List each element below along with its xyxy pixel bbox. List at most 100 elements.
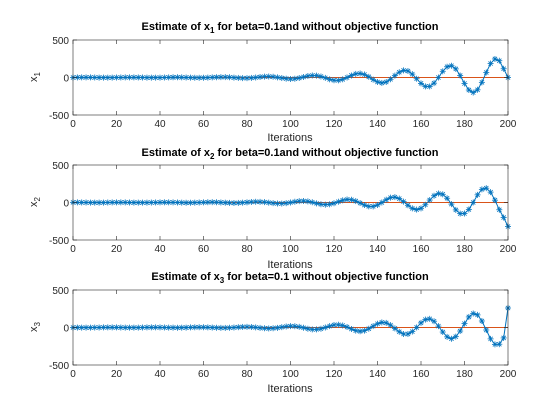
data-point <box>431 80 438 87</box>
data-point <box>287 199 294 206</box>
data-point <box>304 72 311 79</box>
y-tick-label: 0 <box>63 199 69 210</box>
data-point <box>500 65 507 72</box>
data-point <box>309 326 316 333</box>
data-point <box>135 324 142 331</box>
data-point <box>270 325 277 332</box>
ylabel-1-main: x <box>28 76 40 82</box>
data-point <box>478 186 485 193</box>
data-point <box>261 73 268 80</box>
data-point <box>278 324 285 331</box>
data-point <box>265 199 272 206</box>
data-point <box>409 328 416 335</box>
x-tick-label: 0 <box>70 119 76 130</box>
data-point <box>448 201 455 208</box>
x-tick-label: 20 <box>111 244 123 255</box>
data-point <box>452 65 459 72</box>
data-point <box>239 75 246 82</box>
data-point <box>422 201 429 208</box>
subplot-1: Estimate of x1 for beta=0.1and without o… <box>28 21 517 144</box>
data-point <box>274 324 281 331</box>
data-point <box>400 67 407 74</box>
data-point <box>496 57 503 64</box>
data-point <box>470 310 477 317</box>
ylabel-2-main: x <box>28 201 40 207</box>
data-point <box>161 324 168 331</box>
title-1-main: Estimate of x <box>142 21 211 33</box>
x-tick-label: 160 <box>413 244 430 255</box>
data-point <box>126 74 133 81</box>
data-point <box>348 72 355 79</box>
data-point <box>130 324 137 331</box>
data-point <box>461 320 468 327</box>
data-point <box>100 324 107 331</box>
y-tick-label: -500 <box>49 361 69 372</box>
data-point <box>96 324 103 331</box>
data-point <box>422 316 429 323</box>
x-tick-label: 80 <box>241 369 253 380</box>
data-point <box>465 206 472 213</box>
data-point <box>126 199 133 206</box>
data-point <box>491 197 498 204</box>
data-point <box>370 203 377 210</box>
data-point <box>483 326 490 333</box>
data-point <box>291 198 298 205</box>
data-point <box>348 196 355 203</box>
x-tick-label: 40 <box>154 119 166 130</box>
data-point <box>496 206 503 213</box>
y-tick-label: 0 <box>63 324 69 335</box>
x-tick-label: 200 <box>500 119 517 130</box>
data-point <box>296 323 303 330</box>
data-point <box>457 328 464 335</box>
data-point <box>352 198 359 205</box>
title-3-rest: for beta=0.1 without objective function <box>224 271 429 283</box>
data-point <box>487 189 494 196</box>
data-point <box>474 86 481 93</box>
data-point <box>426 315 433 322</box>
ylabel-1-sub: 1 <box>33 71 42 76</box>
data-point <box>418 205 424 212</box>
data-point <box>461 210 468 217</box>
plot-area-2 <box>70 185 511 230</box>
data-point <box>178 324 185 331</box>
data-point <box>283 200 290 207</box>
data-point <box>326 76 333 83</box>
data-point <box>470 199 477 206</box>
data-point <box>400 198 407 205</box>
data-point <box>418 80 424 87</box>
data-point <box>139 74 146 81</box>
data-point <box>300 324 307 331</box>
data-point <box>117 324 124 331</box>
x-tick-label: 80 <box>241 244 253 255</box>
x-tick-label: 180 <box>456 369 473 380</box>
data-point <box>252 324 259 331</box>
data-point <box>444 333 451 340</box>
data-point <box>309 199 316 206</box>
ylabel-3-main: x <box>28 326 40 332</box>
data-point <box>383 196 390 203</box>
data-point <box>448 62 455 69</box>
data-point <box>383 319 390 326</box>
data-point <box>483 185 490 192</box>
title-1-sub: 1 <box>210 26 215 35</box>
x-tick-label: 60 <box>198 369 210 380</box>
x-tick-label: 0 <box>70 244 76 255</box>
data-point <box>474 191 481 198</box>
x-tick-label: 0 <box>70 369 76 380</box>
x-tick-label: 120 <box>326 369 343 380</box>
data-point <box>361 71 368 78</box>
ylabel-2-sub: 2 <box>33 196 42 201</box>
data-point <box>313 200 320 207</box>
data-point <box>300 197 307 204</box>
data-point <box>83 74 90 81</box>
data-point <box>331 322 337 329</box>
data-point <box>378 319 385 326</box>
data-point <box>357 70 364 77</box>
data-point <box>270 73 277 80</box>
x-tick-label: 40 <box>154 244 166 255</box>
data-point <box>283 323 290 330</box>
y-tick-label: 500 <box>52 36 69 47</box>
